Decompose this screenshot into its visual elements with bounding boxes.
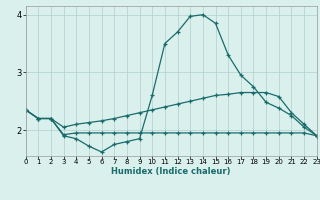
X-axis label: Humidex (Indice chaleur): Humidex (Indice chaleur) xyxy=(111,167,231,176)
